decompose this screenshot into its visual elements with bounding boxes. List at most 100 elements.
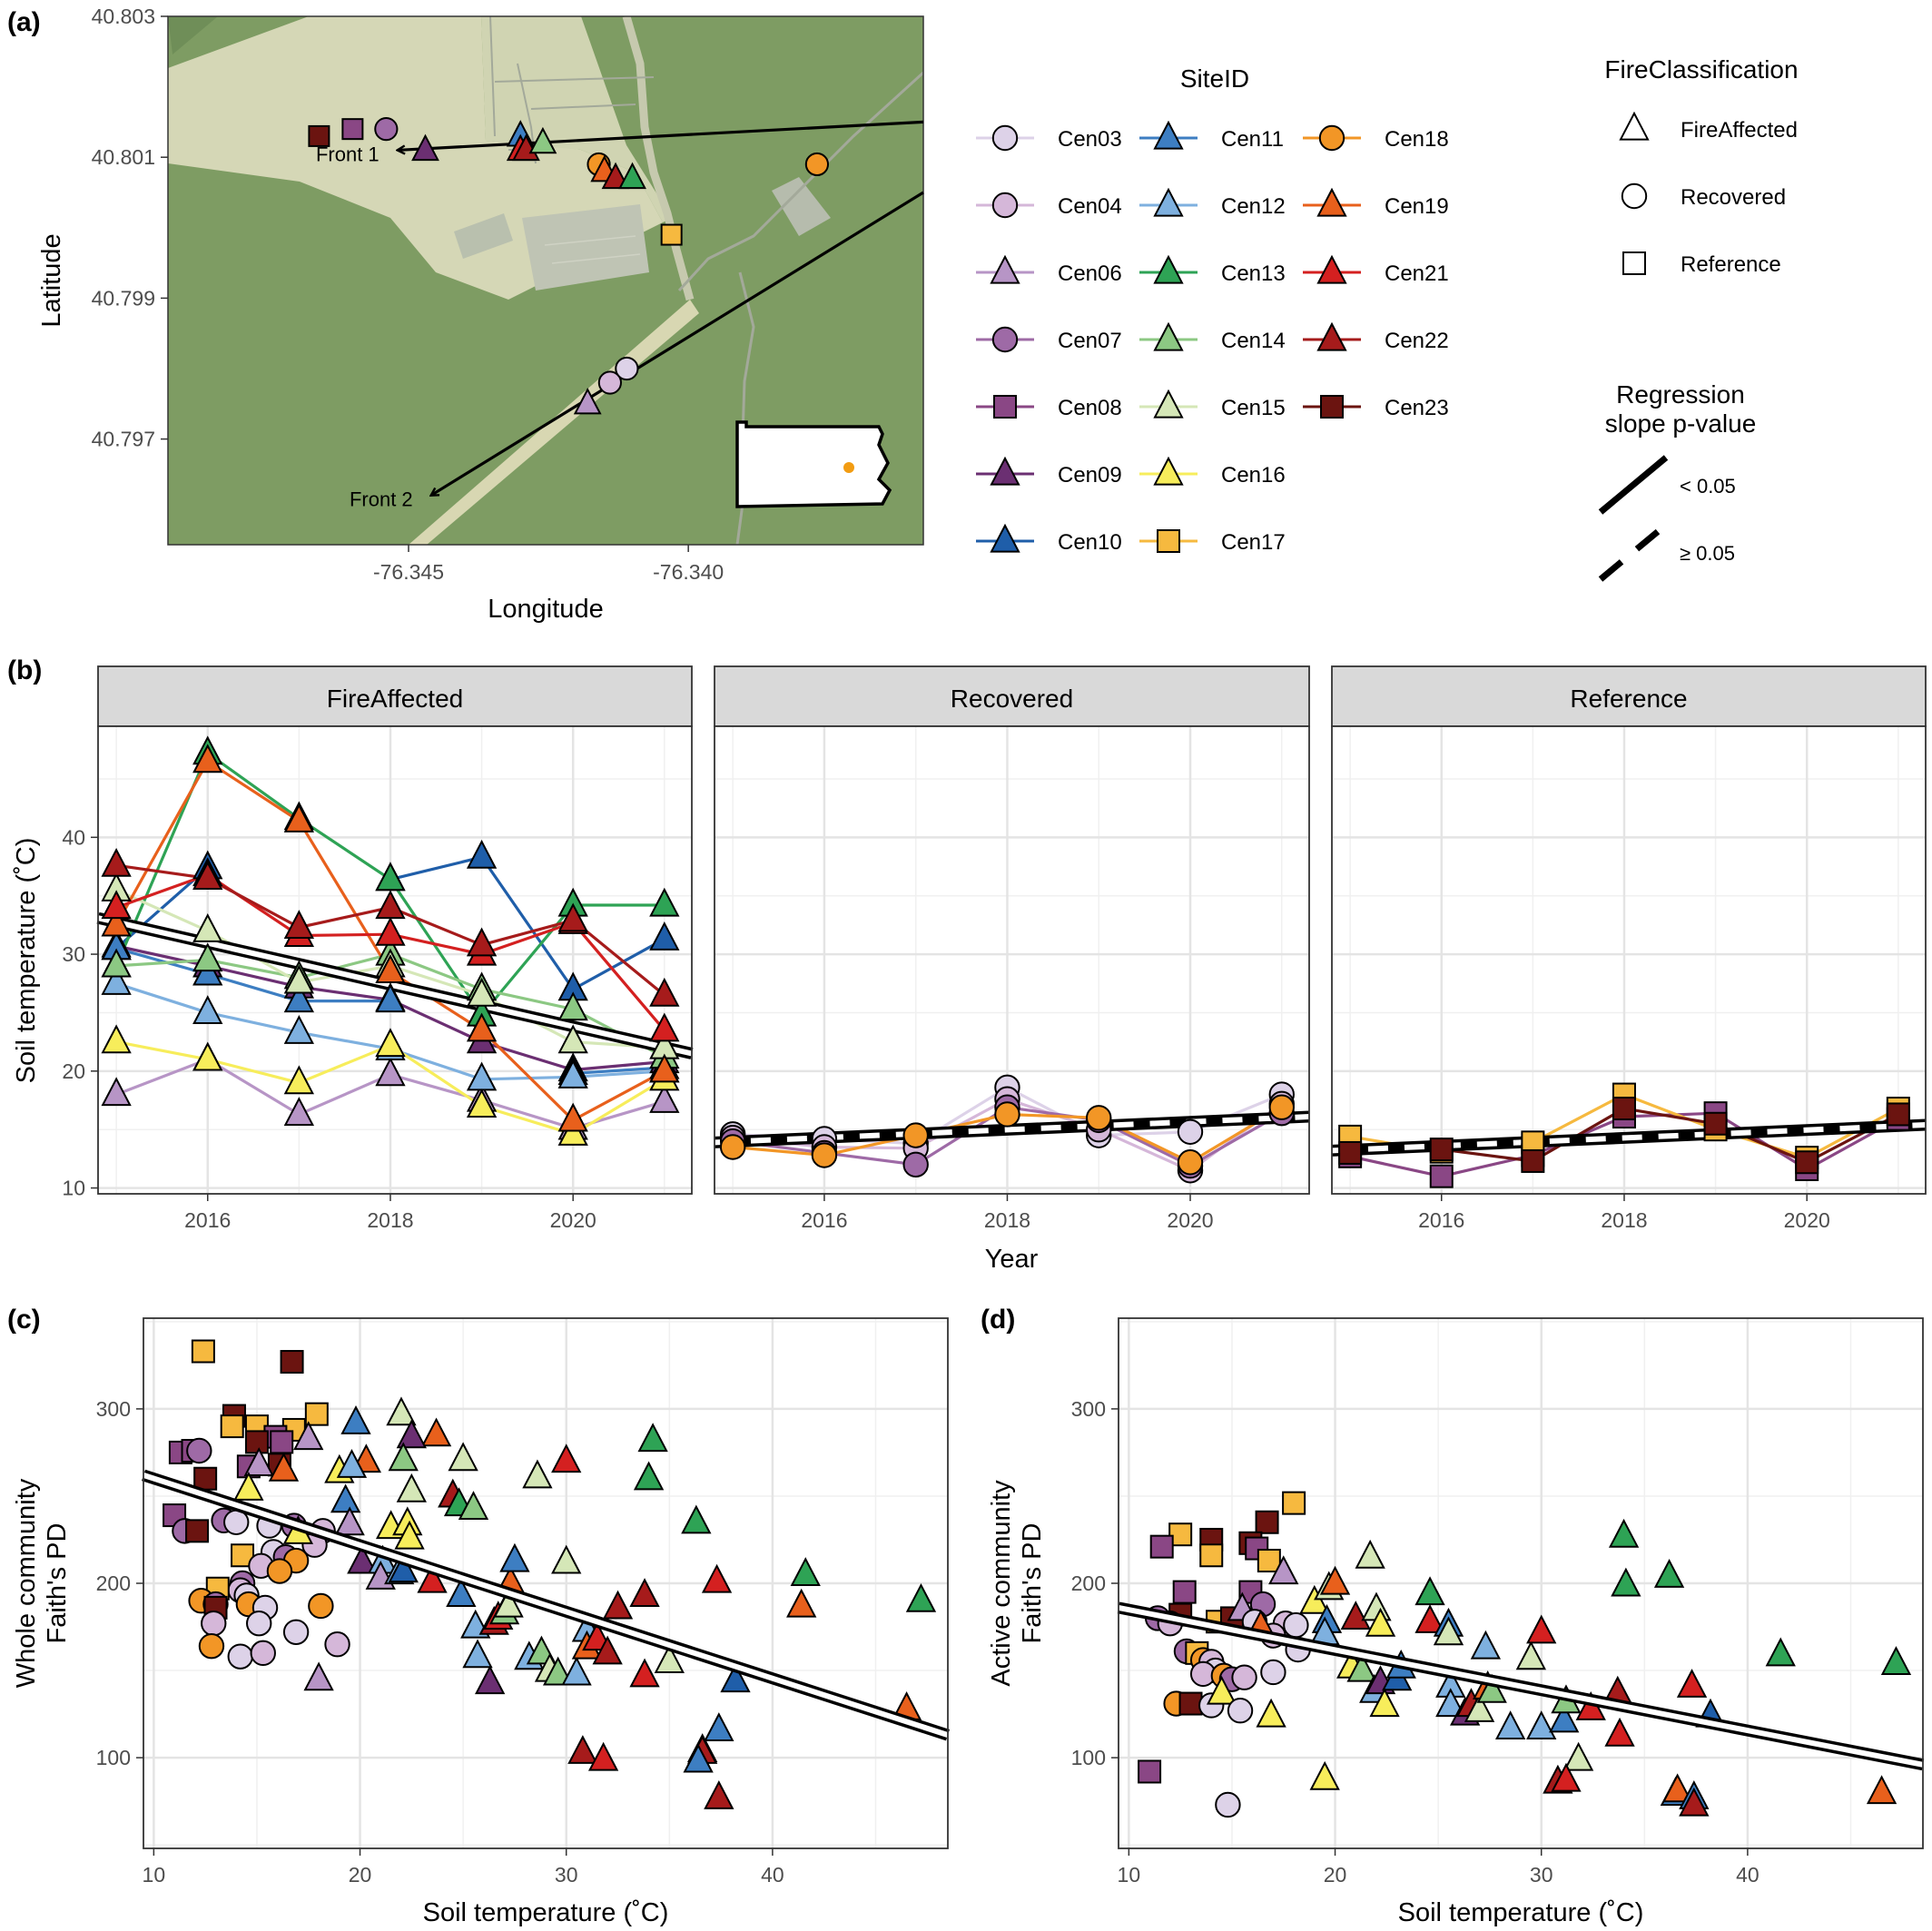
map-site-marker bbox=[341, 118, 364, 141]
scatter-point bbox=[1340, 1601, 1371, 1631]
panel-d-trend-line-inner bbox=[1118, 1604, 1924, 1768]
pennsylvania-inset bbox=[735, 420, 892, 508]
scatter-point bbox=[654, 1644, 685, 1674]
panel-d-y-tick-label: 300 bbox=[1071, 1397, 1106, 1421]
scatter-point bbox=[462, 1639, 493, 1669]
data-point bbox=[101, 890, 132, 920]
scatter-point bbox=[303, 1661, 334, 1691]
scatter-point bbox=[185, 1519, 210, 1543]
map-site-marker bbox=[804, 152, 830, 177]
facet-strip-label: Reference bbox=[1570, 685, 1687, 713]
panel-c-y-axis-label-2: Faith's PD bbox=[43, 1523, 72, 1644]
scatter-point bbox=[340, 1404, 371, 1434]
active-community-panel: 10 20 30 40 100 200 300 Soil temperature (˚C) Ac… bbox=[987, 1317, 1925, 1927]
scatter-point bbox=[1549, 1703, 1580, 1733]
panel-c-y-tick-label: 200 bbox=[96, 1571, 131, 1595]
scatter-point bbox=[330, 1483, 361, 1513]
data-point bbox=[649, 1053, 680, 1083]
data-point bbox=[283, 983, 315, 1013]
scatter-point bbox=[493, 1588, 524, 1618]
map-site-marker bbox=[308, 124, 330, 147]
panel-letter-b: (b) bbox=[7, 655, 42, 685]
legend-marker bbox=[1157, 529, 1180, 553]
scatter-point bbox=[1215, 1791, 1241, 1818]
scatter-point bbox=[198, 1632, 225, 1660]
panel-letter-c: (c) bbox=[7, 1305, 41, 1335]
fire-legend-label: Recovered bbox=[1681, 185, 1786, 210]
panel-letter-d: (d) bbox=[981, 1305, 1015, 1335]
scatter-point bbox=[786, 1588, 817, 1618]
facet-y-tick-label: 30 bbox=[62, 942, 85, 966]
data-point bbox=[557, 1117, 588, 1146]
panel-d-x-tick-label: 20 bbox=[1324, 1863, 1347, 1887]
scatter-point bbox=[201, 1610, 227, 1637]
scatter-point bbox=[280, 1350, 304, 1374]
scatter-point bbox=[1464, 1692, 1495, 1722]
scatter-point bbox=[551, 1544, 582, 1574]
legend-marker bbox=[1153, 321, 1184, 351]
legend-marker bbox=[990, 523, 1020, 553]
trend-line-inner bbox=[714, 1114, 1310, 1146]
facet-x-tick-label: 2016 bbox=[1418, 1208, 1464, 1232]
legend-marker bbox=[990, 456, 1020, 486]
site-points bbox=[308, 117, 830, 415]
legend-site-label: Cen08 bbox=[1058, 396, 1122, 420]
data-point bbox=[1795, 1150, 1819, 1175]
scatter-point bbox=[1526, 1614, 1557, 1644]
legend-marker bbox=[991, 326, 1019, 353]
scatter-point bbox=[720, 1663, 751, 1693]
map-x-tick-label: -76.340 bbox=[653, 560, 724, 584]
data-point bbox=[283, 1097, 315, 1127]
facet-x-tick-label: 2020 bbox=[1167, 1208, 1213, 1232]
data-point bbox=[649, 977, 680, 1007]
panel-d-x-tick-label: 30 bbox=[1530, 1863, 1553, 1887]
scatter-point bbox=[701, 1563, 733, 1593]
data-point bbox=[811, 1142, 838, 1168]
facet-strip bbox=[714, 665, 1310, 727]
reg-legend-label: < 0.05 bbox=[1680, 475, 1736, 498]
inset-location-dot bbox=[843, 462, 854, 473]
data-point bbox=[649, 1084, 680, 1113]
map-site-marker bbox=[528, 126, 557, 154]
scatter-point bbox=[561, 1656, 592, 1686]
facet-x-tick-label: 2018 bbox=[1601, 1208, 1647, 1232]
data-point bbox=[557, 1102, 588, 1132]
fire-legend-marker bbox=[1622, 251, 1646, 275]
scatter-point bbox=[1256, 1698, 1286, 1728]
scatter-point bbox=[1653, 1559, 1685, 1588]
data-point bbox=[192, 913, 223, 942]
scatter-point bbox=[193, 1466, 218, 1491]
scatter-point bbox=[602, 1590, 634, 1620]
scatter-point bbox=[388, 1553, 419, 1583]
panel-c-y-tick-label: 100 bbox=[96, 1746, 131, 1769]
scatter-point bbox=[270, 1430, 294, 1454]
scatter-point bbox=[1604, 1717, 1635, 1747]
data-point bbox=[1338, 1140, 1363, 1165]
reg-legend-line bbox=[1598, 455, 1669, 515]
scatter-point bbox=[1866, 1775, 1898, 1805]
scatter-point bbox=[334, 1506, 365, 1536]
series-Cen11 bbox=[115, 947, 665, 1075]
legend-marker bbox=[1316, 254, 1347, 284]
scatter-point bbox=[227, 1643, 253, 1670]
panel-c-y-axis-label-1: Whole community bbox=[12, 1478, 41, 1688]
data-point bbox=[1177, 1118, 1204, 1145]
map-site-marker bbox=[660, 223, 683, 246]
scatter-point bbox=[1435, 1688, 1466, 1718]
soil-temperature-panel: FireAffected 2016 2018 2020 10 20 30 40 Recovere… bbox=[12, 665, 1927, 1274]
map-y-tick-label: 40.799 bbox=[92, 286, 155, 310]
legend-site-label: Cen09 bbox=[1058, 463, 1122, 488]
scatter-point bbox=[308, 1592, 334, 1620]
legend-marker bbox=[1318, 124, 1346, 152]
data-point bbox=[466, 1012, 498, 1042]
data-point bbox=[994, 1101, 1020, 1128]
series-markers-Cen22 bbox=[101, 847, 680, 1007]
panel-d-x-tick-label: 10 bbox=[1118, 1863, 1141, 1887]
scatter-point bbox=[1551, 1762, 1582, 1792]
scatter-point bbox=[567, 1735, 598, 1764]
regression-legend-title-1: Regression bbox=[1616, 380, 1745, 409]
panel-d-points bbox=[1138, 1491, 1912, 1818]
front-label: Front 2 bbox=[350, 488, 413, 511]
legend-site-label: Cen23 bbox=[1385, 396, 1449, 420]
